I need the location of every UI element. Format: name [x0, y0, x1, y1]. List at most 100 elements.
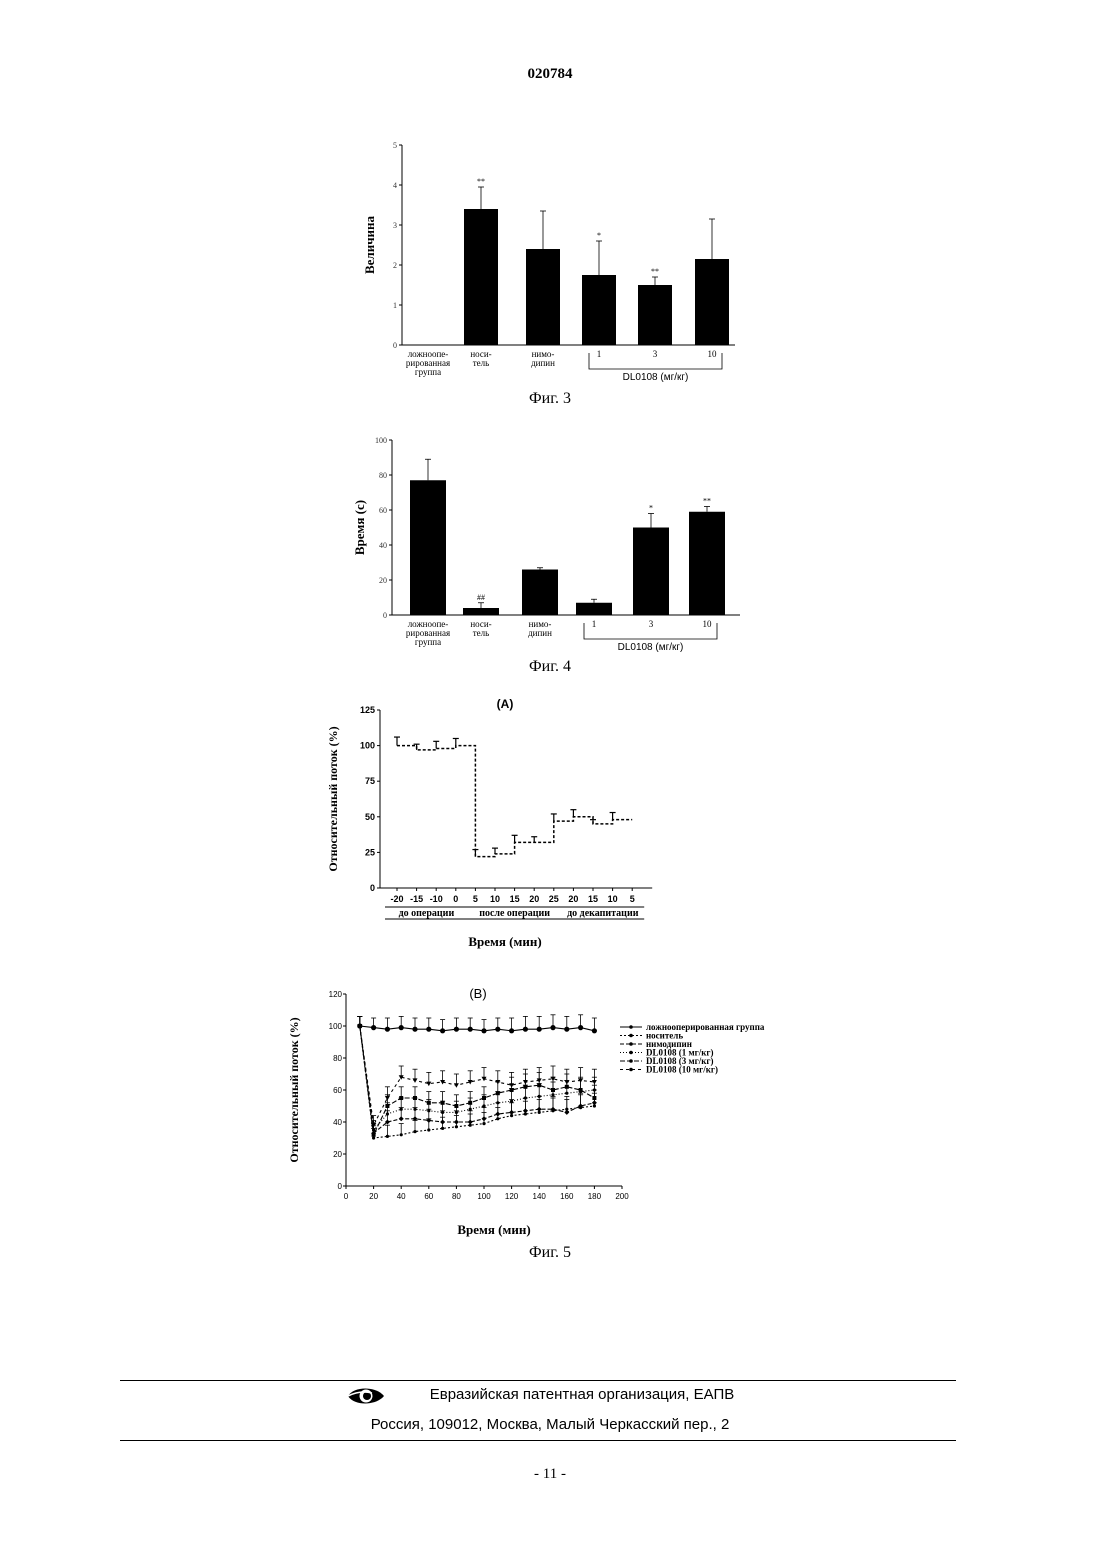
- bar: [582, 275, 616, 345]
- series-point: [440, 1028, 445, 1033]
- significance-mark: *: [649, 504, 653, 513]
- footer-address: Россия, 109012, Москва, Малый Черкасский…: [0, 1416, 1100, 1433]
- legend-marker: [629, 1051, 633, 1055]
- series-point: [399, 1116, 404, 1121]
- x-tick-label: -10: [430, 894, 443, 904]
- series-point: [371, 1025, 376, 1030]
- series-point: [565, 1085, 569, 1089]
- x-tick-label: 180: [588, 1192, 602, 1201]
- y-tick-label: 80: [333, 1054, 342, 1063]
- legend-marker: [629, 1059, 633, 1063]
- group-label: DL0108 (мг/кг): [618, 642, 684, 653]
- y-tick-label: 60: [379, 506, 387, 515]
- series-point: [372, 1136, 375, 1139]
- footer-top-rule: [120, 1380, 956, 1381]
- page-number: - 11 -: [0, 1466, 1100, 1483]
- figure-5-caption: Фиг. 5: [0, 1244, 1100, 1262]
- series-point: [551, 1093, 554, 1096]
- chart-title: (A): [497, 697, 514, 711]
- x-tick-label: 5: [630, 894, 635, 904]
- series-point: [399, 1096, 403, 1100]
- series-point: [496, 1101, 499, 1104]
- x-tick-label: 5: [473, 894, 478, 904]
- x-tick-label: 140: [533, 1192, 547, 1201]
- y-axis-label: Относительный поток (%): [287, 1017, 301, 1162]
- series-line: [360, 1026, 595, 1138]
- y-tick-label: 0: [383, 611, 387, 620]
- series-point: [440, 1120, 445, 1125]
- series-point: [455, 1125, 458, 1128]
- significance-mark: **: [703, 497, 711, 506]
- x-tick-label: 20: [529, 894, 539, 904]
- x-tick-label: -20: [390, 894, 403, 904]
- y-tick-label: 2: [393, 261, 397, 270]
- series-point: [386, 1112, 389, 1115]
- series-point: [523, 1108, 528, 1113]
- x-tick-label: 160: [560, 1192, 574, 1201]
- series-point: [441, 1111, 444, 1114]
- series-point: [454, 1104, 458, 1108]
- category-label: группа: [415, 637, 441, 647]
- series-point: [523, 1085, 527, 1089]
- series-point: [413, 1096, 417, 1100]
- figure-5b-chart: (B)0204060801001200204060801001201401601…: [280, 978, 840, 1243]
- figure-4-chart: 020406080100Время (с)ложноопе-рированная…: [350, 425, 750, 660]
- legend-marker: [629, 1042, 633, 1046]
- figure-5a-chart: (A)0255075100125-20-15-10051015202520151…: [315, 692, 665, 957]
- y-tick-label: 125: [360, 705, 375, 715]
- series-point: [510, 1088, 514, 1092]
- chart-title: (B): [469, 986, 486, 1001]
- category-label: дипин: [528, 628, 552, 638]
- y-tick-label: 50: [365, 812, 375, 822]
- series-line: [360, 1026, 595, 1031]
- significance-mark: **: [477, 177, 485, 186]
- series-point: [482, 1104, 485, 1107]
- series-point: [482, 1122, 485, 1125]
- bar: [689, 512, 725, 615]
- series-point: [564, 1110, 569, 1115]
- y-tick-label: 4: [393, 181, 397, 190]
- series-point: [400, 1108, 403, 1111]
- series-point: [523, 1027, 528, 1032]
- y-tick-label: 40: [379, 541, 387, 550]
- legend-marker: [629, 1025, 633, 1029]
- series-line: [360, 1026, 595, 1133]
- category-label: группа: [415, 367, 441, 377]
- series-point: [372, 1133, 376, 1137]
- x-tick-label: 20: [568, 894, 578, 904]
- footer-organization: Евразийская патентная организация, ЕАПВ: [0, 1386, 1100, 1403]
- series-line: [360, 1026, 595, 1130]
- y-axis-label: Относительный поток (%): [326, 726, 340, 871]
- y-tick-label: 1: [393, 301, 397, 310]
- x-tick-label: 20: [369, 1192, 378, 1201]
- bar: [633, 528, 669, 616]
- category-label: тель: [473, 358, 490, 368]
- bar: [576, 603, 612, 615]
- category-label: тель: [473, 628, 490, 638]
- x-tick-label: -15: [410, 894, 423, 904]
- legend-marker: [629, 1034, 633, 1038]
- figure-4-caption: Фиг. 4: [0, 658, 1100, 676]
- category-label: 1: [597, 349, 602, 359]
- series-point: [469, 1108, 472, 1111]
- x-tick-label: 120: [505, 1192, 519, 1201]
- y-axis-label: Время (с): [352, 500, 367, 555]
- y-tick-label: 0: [338, 1182, 343, 1191]
- significance-mark: *: [597, 231, 601, 240]
- series-point: [386, 1135, 389, 1138]
- x-tick-label: 100: [477, 1192, 491, 1201]
- series-point: [441, 1127, 444, 1130]
- series-point: [427, 1101, 431, 1105]
- significance-mark: **: [651, 267, 659, 276]
- series-point: [509, 1083, 514, 1088]
- figure-3-chart: 012345Величиналожноопе-рированнаягруппа*…: [350, 130, 750, 395]
- series-point: [538, 1095, 541, 1098]
- y-tick-label: 5: [393, 141, 397, 150]
- x-axis-label: Время (мин): [468, 934, 541, 949]
- series-point: [399, 1025, 404, 1030]
- series-line: [360, 1026, 595, 1135]
- bar: [522, 570, 558, 616]
- series-point: [495, 1027, 500, 1032]
- series-point: [426, 1027, 431, 1032]
- series-point: [427, 1109, 430, 1112]
